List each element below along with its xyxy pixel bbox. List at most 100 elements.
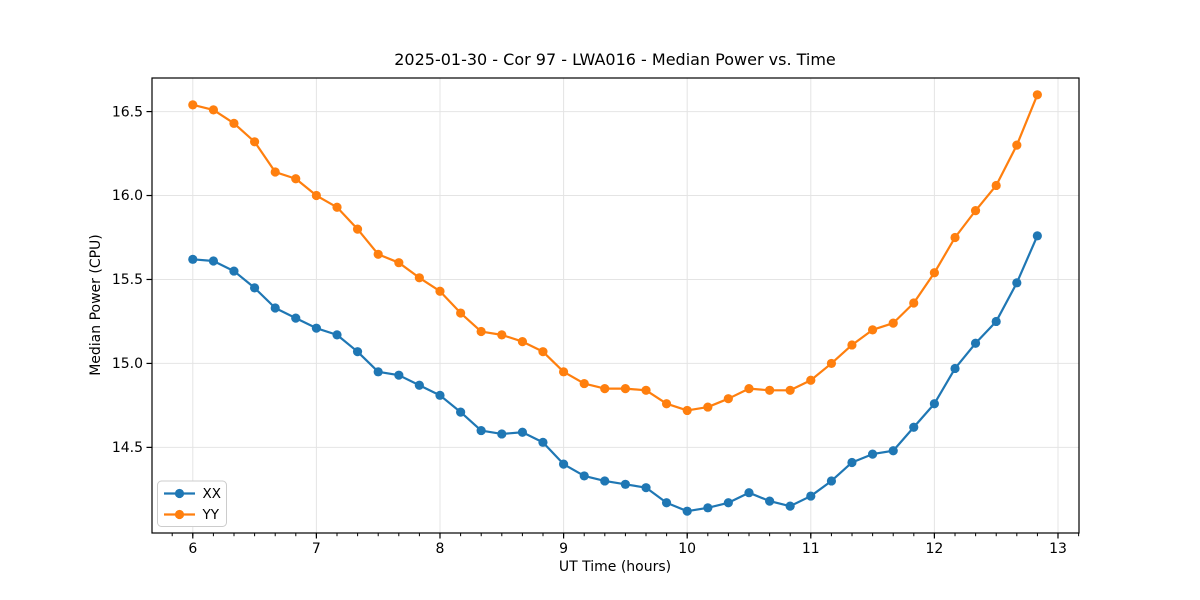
data-point-XX xyxy=(620,479,630,489)
data-point-YY xyxy=(270,167,280,177)
data-point-XX xyxy=(929,399,939,409)
data-point-XX xyxy=(806,491,816,501)
data-point-YY xyxy=(1032,90,1042,100)
data-point-XX xyxy=(847,457,857,468)
data-point-YY xyxy=(476,326,486,337)
data-point-YY xyxy=(188,100,198,110)
data-point-YY xyxy=(703,402,713,412)
chart-title: 2025-01-30 - Cor 97 - LWA016 - Median Po… xyxy=(394,50,836,69)
data-point-XX xyxy=(476,425,486,436)
data-point-YY xyxy=(847,340,857,350)
data-point-XX xyxy=(950,363,960,374)
data-point-XX xyxy=(208,256,219,266)
data-point-XX xyxy=(785,501,795,511)
x-tick-label: 6 xyxy=(188,541,197,557)
data-point-YY xyxy=(497,330,507,340)
x-tick-label: 12 xyxy=(925,541,943,557)
data-point-XX xyxy=(517,427,528,437)
series-XX xyxy=(188,231,1042,516)
y-tick-label: 15.5 xyxy=(112,272,143,288)
y-tick-label: 16.0 xyxy=(112,188,143,204)
data-point-XX xyxy=(435,390,445,400)
data-point-YY xyxy=(538,347,548,357)
data-point-YY xyxy=(435,286,445,296)
y-axis-label: Median Power (CPU) xyxy=(88,234,104,376)
data-point-YY xyxy=(909,298,919,308)
plot-border xyxy=(151,77,1080,534)
data-point-XX xyxy=(970,338,981,348)
axis-ticks: 6 7 8 9 10 11 12 13 14.5 15.0 15.5 16.0 16.5 xyxy=(112,104,1080,557)
x-tick-label: 8 xyxy=(436,541,445,557)
x-tick-label: 10 xyxy=(678,541,696,557)
data-point-YY xyxy=(970,206,981,216)
data-point-YY xyxy=(1012,140,1022,150)
legend-marker-sample xyxy=(174,509,185,520)
data-point-XX xyxy=(744,488,754,498)
x-tick-label: 7 xyxy=(312,541,321,557)
series-YY xyxy=(188,90,1042,416)
legend-marker-sample xyxy=(174,488,185,499)
data-point-YY xyxy=(558,367,569,377)
y-tick-label: 15.0 xyxy=(112,356,143,372)
data-point-YY xyxy=(600,384,610,394)
data-point-YY xyxy=(661,399,672,409)
data-point-YY xyxy=(929,268,939,278)
data-point-XX xyxy=(311,323,321,333)
data-point-XX xyxy=(414,380,424,390)
data-point-YY xyxy=(888,318,898,328)
data-point-YY xyxy=(826,358,837,369)
data-point-YY xyxy=(311,190,321,201)
data-point-XX xyxy=(600,476,610,486)
legend-label: XX xyxy=(203,486,222,502)
data-point-YY xyxy=(208,105,219,115)
x-tick-label: 11 xyxy=(802,541,820,557)
legend-label: YY xyxy=(202,507,220,523)
data-point-YY xyxy=(579,378,589,389)
data-point-YY xyxy=(229,118,239,128)
data-point-XX xyxy=(661,498,672,508)
data-point-XX xyxy=(826,476,837,486)
data-point-YY xyxy=(394,258,404,268)
data-point-YY xyxy=(806,375,816,385)
x-axis-label: UT Time (hours) xyxy=(559,559,671,575)
data-point-XX xyxy=(394,370,404,380)
data-point-YY xyxy=(765,385,775,395)
data-point-XX xyxy=(682,506,692,516)
data-point-XX xyxy=(867,449,878,459)
data-point-XX xyxy=(229,266,239,276)
data-point-YY xyxy=(991,180,1001,191)
data-point-XX xyxy=(888,446,898,456)
data-point-XX xyxy=(497,429,507,439)
y-tick-label: 14.5 xyxy=(112,440,143,456)
data-point-XX xyxy=(1032,231,1042,241)
series-line-XX xyxy=(192,235,1039,513)
data-point-XX xyxy=(291,313,301,323)
data-point-XX xyxy=(641,483,651,493)
data-point-YY xyxy=(414,273,424,283)
data-point-XX xyxy=(579,471,589,481)
grid-lines xyxy=(152,78,1079,533)
data-point-YY xyxy=(373,249,383,259)
data-series xyxy=(188,90,1042,516)
data-point-YY xyxy=(641,385,651,395)
data-point-XX xyxy=(270,303,280,313)
data-point-YY xyxy=(332,202,342,212)
data-point-YY xyxy=(867,325,878,335)
data-point-YY xyxy=(950,232,960,243)
data-point-XX xyxy=(1012,278,1022,288)
data-point-XX xyxy=(188,254,198,264)
data-point-YY xyxy=(352,224,363,234)
data-point-XX xyxy=(456,407,466,417)
data-point-YY xyxy=(620,384,630,394)
legend-entry-YY: YY xyxy=(164,507,220,523)
data-point-XX xyxy=(765,496,775,506)
x-tick-label: 13 xyxy=(1049,541,1067,557)
data-point-XX xyxy=(991,316,1001,327)
data-point-YY xyxy=(456,308,466,318)
data-point-YY xyxy=(249,137,260,147)
data-point-YY xyxy=(682,405,692,416)
data-point-XX xyxy=(723,498,733,508)
data-point-XX xyxy=(352,347,363,357)
